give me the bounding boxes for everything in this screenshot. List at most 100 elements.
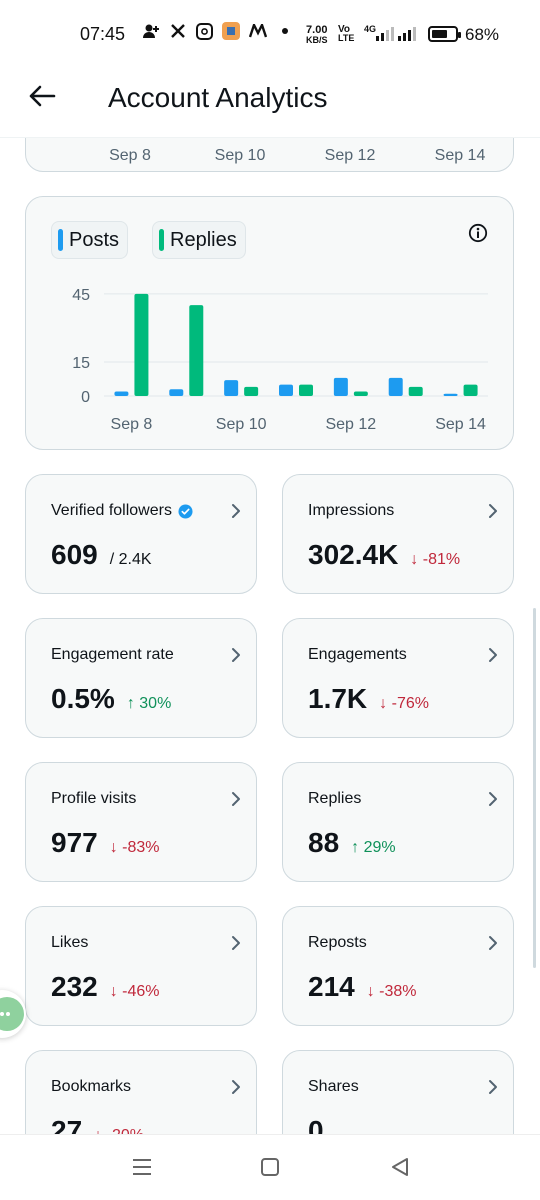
replies-bar[interactable] <box>408 386 423 396</box>
more-dots-icon <box>0 997 24 1031</box>
x-tick-label: Sep 12 <box>325 416 376 433</box>
posts-replies-chart-card: Posts Replies 0 15 45 Sep 8 Sep 10 Sep 12 Sep … <box>25 196 514 450</box>
back-triangle-icon[interactable] <box>388 1155 412 1179</box>
recents-menu-icon[interactable] <box>130 1155 154 1179</box>
stat-value: 232 <box>51 971 98 1002</box>
stat-value: 1.7K <box>308 683 368 714</box>
stat-value-row: 88 ↑ 29% <box>308 827 396 859</box>
stat-card-profile-visits[interactable]: Profile visits 977 ↓ -83% <box>25 762 257 882</box>
arrow-down-icon: ↓ <box>410 551 419 568</box>
stat-card-reposts[interactable]: Reposts 214 ↓ -38% <box>282 906 514 1026</box>
stat-change: ↓ -46% <box>109 983 160 1000</box>
arrow-down-icon: ↓ <box>379 695 388 712</box>
chevron-right-icon[interactable] <box>485 789 501 809</box>
x-tick-label: Sep 12 <box>324 147 376 164</box>
analytics-content[interactable]: Sep 8 Sep 10 Sep 12 Sep 14 Posts Replies <box>0 138 540 1134</box>
chevron-right-icon[interactable] <box>228 789 244 809</box>
posts-bar[interactable] <box>224 380 239 396</box>
x-tick-label: Sep 10 <box>216 416 267 433</box>
stat-value: 0.5% <box>51 683 115 714</box>
legend-replies[interactable]: Replies <box>152 221 246 259</box>
signal-icon <box>376 27 394 41</box>
stat-card-replies[interactable]: Replies 88 ↑ 29% <box>282 762 514 882</box>
app-header: Account Analytics <box>0 68 540 138</box>
battery-percent: 68% <box>465 25 500 44</box>
x-tick-label: Sep 8 <box>111 416 153 433</box>
chevron-right-icon[interactable] <box>228 501 244 521</box>
stat-value-row: 214 ↓ -38% <box>308 971 417 1003</box>
replies-bar[interactable] <box>353 391 368 396</box>
chevron-right-icon[interactable] <box>485 645 501 665</box>
system-nav-bar <box>0 1134 540 1200</box>
stat-total: / 2.4K <box>109 551 152 568</box>
chevron-right-icon[interactable] <box>228 933 244 953</box>
m-app-icon <box>249 22 267 40</box>
arrow-up-icon: ↑ <box>126 695 135 712</box>
legend-posts-label: Posts <box>69 228 120 251</box>
stat-value: 88 <box>308 827 340 858</box>
stat-value-row: 232 ↓ -46% <box>51 971 160 1003</box>
arrow-down-icon: ↓ <box>366 983 375 1000</box>
home-square-icon[interactable] <box>258 1155 282 1179</box>
posts-bar[interactable] <box>443 393 458 396</box>
stat-card-engagement-rate[interactable]: Engagement rate 0.5% ↑ 30% <box>25 618 257 738</box>
dot-icon <box>276 22 294 40</box>
arrow-down-icon: ↓ <box>109 839 118 856</box>
status-bar: 07:45 7.00 KB/S Vo <box>0 0 540 68</box>
stat-value: 27 <box>51 1115 83 1134</box>
stat-name: Impressions <box>308 502 395 519</box>
stat-change: ↓ -20% <box>94 1127 144 1134</box>
page-title: Account Analytics <box>108 82 328 113</box>
posts-bar[interactable] <box>114 391 129 396</box>
battery-icon <box>428 26 461 42</box>
stat-name: Verified followers <box>51 502 193 520</box>
back-button[interactable] <box>24 78 60 114</box>
chevron-right-icon[interactable] <box>485 933 501 953</box>
replies-bar[interactable] <box>244 386 259 396</box>
y-tick-label: 15 <box>72 355 90 372</box>
replies-bar[interactable] <box>299 384 313 396</box>
stat-value-row: 1.7K ↓ -76% <box>308 683 429 715</box>
replies-bar[interactable] <box>134 293 149 396</box>
x-tick-label: Sep 10 <box>214 147 266 164</box>
stat-value: 214 <box>308 971 355 1002</box>
stat-name: Engagement rate <box>51 646 174 663</box>
signal-icon-2 <box>398 27 416 41</box>
stat-card-engagements[interactable]: Engagements 1.7K ↓ -76% <box>282 618 514 738</box>
previous-chart-card: Sep 8 Sep 10 Sep 12 Sep 14 <box>25 138 514 172</box>
legend-posts[interactable]: Posts <box>51 221 129 259</box>
stat-change: ↓ -81% <box>410 551 461 568</box>
x-logo-icon <box>169 22 187 40</box>
notification-icons <box>142 22 294 40</box>
scrollbar[interactable] <box>533 608 536 968</box>
arrow-up-icon: ↑ <box>351 839 360 856</box>
chevron-right-icon[interactable] <box>228 645 244 665</box>
person-add-icon <box>142 22 160 40</box>
stat-card-impressions[interactable]: Impressions 302.4K ↓ -81% <box>282 474 514 594</box>
replies-swatch <box>159 229 165 251</box>
posts-bar[interactable] <box>333 377 348 396</box>
stat-name: Bookmarks <box>51 1078 132 1095</box>
stat-change: ↑ 30% <box>126 695 172 712</box>
stat-card-shares[interactable]: Shares 0 <box>282 1050 514 1134</box>
stat-card-likes[interactable]: Likes 232 ↓ -46% <box>25 906 257 1026</box>
stat-card-verified-followers[interactable]: Verified followers 609 / 2.4K <box>25 474 257 594</box>
replies-bar[interactable] <box>189 305 204 396</box>
posts-bar[interactable] <box>388 377 403 396</box>
posts-bar[interactable] <box>279 384 293 396</box>
arrow-down-icon: ↓ <box>94 1127 102 1134</box>
stat-value-row: 609 / 2.4K <box>51 539 152 571</box>
volte-indicator: Vo LTE <box>338 24 355 43</box>
chevron-right-icon[interactable] <box>485 1077 501 1097</box>
stat-name: Profile visits <box>51 790 137 807</box>
chevron-right-icon[interactable] <box>228 1077 244 1097</box>
amazon-icon <box>222 22 240 40</box>
info-icon[interactable] <box>468 223 488 243</box>
chevron-right-icon[interactable] <box>485 501 501 521</box>
chart-legend: Posts Replies <box>51 221 246 259</box>
stat-card-bookmarks[interactable]: Bookmarks 27 ↓ -20% <box>25 1050 257 1134</box>
status-time: 07:45 <box>80 24 126 44</box>
posts-bar[interactable] <box>169 389 184 396</box>
replies-bar[interactable] <box>463 384 478 396</box>
